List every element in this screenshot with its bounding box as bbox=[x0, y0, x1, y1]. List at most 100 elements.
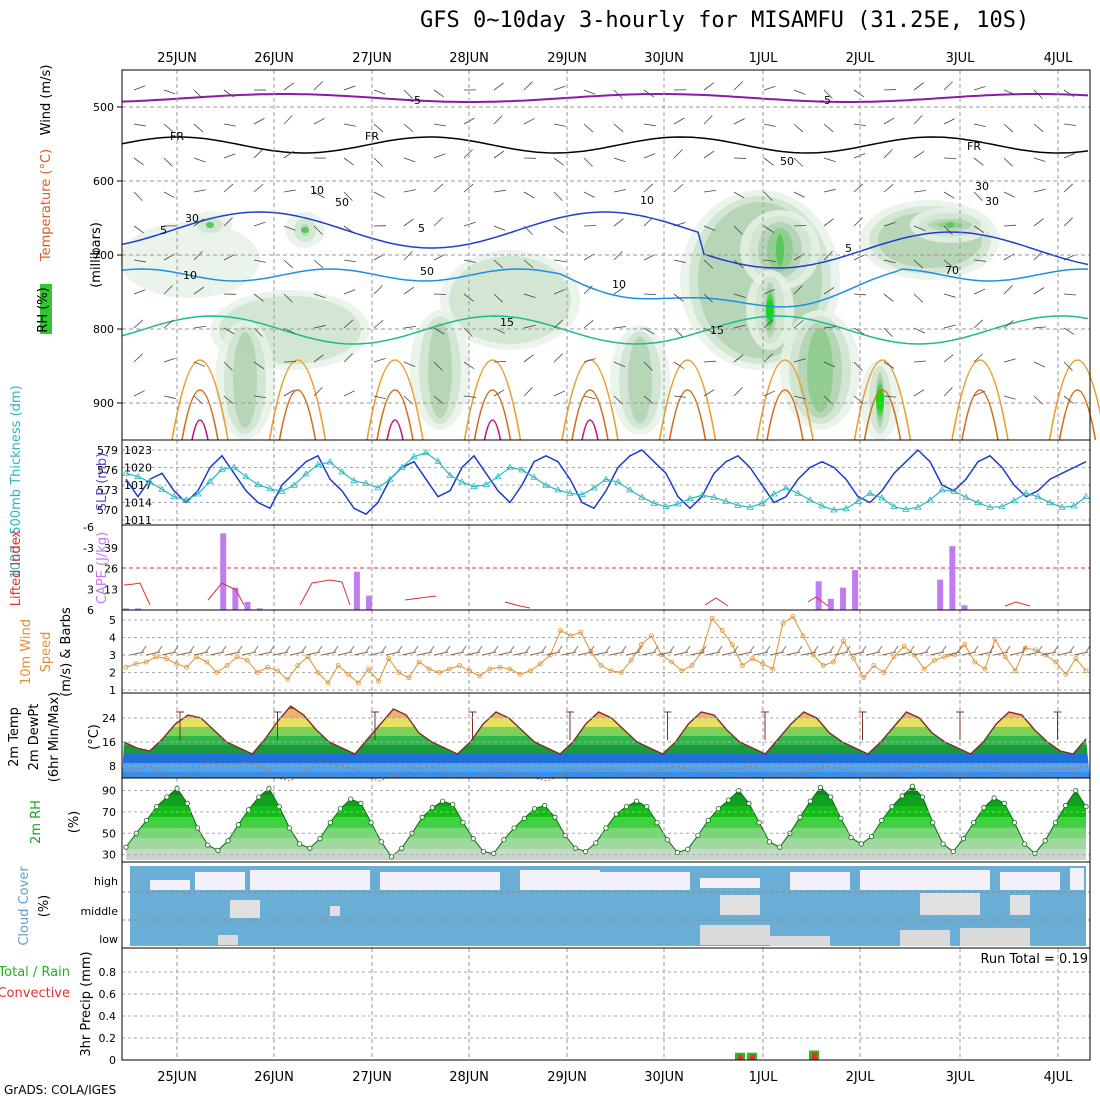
surface-wind-barb-flag bbox=[957, 645, 963, 653]
surface-wind-barb bbox=[1025, 651, 1041, 656]
wind-barb bbox=[1063, 152, 1076, 159]
ylabel-2m-rh: 2m RH bbox=[29, 800, 44, 844]
contour-label: 5 bbox=[418, 222, 425, 235]
wind-barb bbox=[763, 85, 776, 91]
surface-wind-barb bbox=[433, 651, 449, 656]
surface-wind-barb bbox=[977, 651, 993, 656]
wind-speed-marker bbox=[184, 664, 190, 670]
wind-speed-marker bbox=[1012, 668, 1018, 674]
wind-barb bbox=[313, 225, 323, 235]
wind-speed-marker bbox=[770, 666, 776, 672]
thickness-marker bbox=[698, 491, 706, 498]
surface-wind-barb-flag bbox=[269, 645, 275, 653]
precip-tick-label: 0.4 bbox=[99, 1010, 117, 1023]
wind-barb bbox=[313, 293, 326, 299]
surface-wind-barb-flag bbox=[461, 645, 467, 653]
ylabel-2m-temp: 2m Temp bbox=[7, 707, 22, 767]
wind-barb bbox=[943, 191, 955, 199]
wind-barb bbox=[433, 395, 444, 404]
thickness-marker bbox=[542, 481, 550, 488]
li-tick-label: -3 bbox=[83, 542, 94, 555]
wind-barb bbox=[793, 395, 806, 400]
wind-barb bbox=[403, 361, 416, 367]
wind-barb bbox=[1033, 287, 1045, 295]
wind-barb bbox=[943, 259, 954, 268]
contour-label: 30 bbox=[975, 180, 989, 193]
thickness-marker bbox=[134, 472, 142, 480]
wind-barb bbox=[493, 259, 504, 269]
li-tick-label: 6 bbox=[87, 604, 94, 617]
date-label-bottom: 29JUN bbox=[547, 1070, 587, 1085]
ylabel-speed: Speed bbox=[39, 632, 54, 673]
wind-barb bbox=[433, 183, 444, 193]
wind-barb bbox=[253, 259, 266, 263]
thickness-marker bbox=[722, 497, 730, 504]
li-line bbox=[1004, 601, 1031, 607]
wind-barb bbox=[433, 254, 445, 261]
wind-barb bbox=[193, 157, 206, 163]
wind-barb bbox=[823, 326, 836, 329]
thickness-marker bbox=[926, 496, 934, 503]
wind-barb bbox=[1063, 254, 1076, 261]
contour-label: 15 bbox=[500, 316, 514, 329]
rh-marker bbox=[664, 837, 670, 843]
thickness-marker bbox=[482, 480, 490, 488]
wind-barb bbox=[133, 157, 144, 166]
wind-barb bbox=[523, 387, 533, 397]
surface-wind-barb-flag bbox=[621, 645, 627, 653]
wind-barb bbox=[493, 189, 506, 193]
thickness-marker bbox=[602, 475, 610, 482]
y-tick-label: 800 bbox=[93, 323, 114, 336]
wind-barb bbox=[733, 191, 745, 199]
wind-barb bbox=[343, 157, 354, 166]
wind-speed-marker bbox=[881, 670, 887, 675]
ylabel-temp-unit: (°C) bbox=[87, 724, 102, 750]
wind-barb bbox=[793, 358, 806, 363]
contour-label: 50 bbox=[335, 196, 349, 209]
wind-barb bbox=[463, 259, 476, 263]
cape-bar bbox=[256, 608, 263, 610]
wind-barb bbox=[223, 395, 234, 405]
ylabel-wind: Wind (m/s) bbox=[39, 65, 54, 136]
wind-barb bbox=[973, 390, 986, 397]
surface-wind-barb-flag bbox=[205, 645, 211, 653]
wind-barb bbox=[223, 183, 234, 193]
cloud-middle bbox=[920, 893, 980, 915]
wind-barb bbox=[673, 259, 686, 264]
wind-barb bbox=[553, 259, 566, 263]
surface-wind-barb bbox=[305, 651, 321, 656]
wind-barb bbox=[763, 319, 774, 329]
thickness-marker bbox=[194, 490, 202, 497]
rh-marker bbox=[388, 854, 395, 860]
wind-speed-marker bbox=[851, 656, 856, 661]
date-label-top: 2JUL bbox=[846, 51, 876, 66]
wind-speed-marker bbox=[942, 654, 947, 660]
cloud-high bbox=[150, 880, 190, 890]
wind-barb bbox=[1003, 320, 1014, 329]
rh-band bbox=[126, 827, 1086, 839]
surface-wind-barb-flag bbox=[189, 645, 195, 653]
thickness-marker bbox=[206, 477, 214, 484]
wind-speed-marker bbox=[1033, 647, 1038, 653]
surface-wind-barb bbox=[289, 651, 305, 656]
isotherm-minus5 bbox=[121, 93, 1089, 103]
date-label-bottom: 4JUL bbox=[1044, 1070, 1074, 1085]
date-label-bottom: 3JUL bbox=[946, 1070, 976, 1085]
warm-contour bbox=[853, 359, 912, 441]
wind-barb bbox=[223, 217, 233, 227]
thickness-marker bbox=[1058, 503, 1066, 510]
rh-marker bbox=[511, 825, 517, 831]
warm-contour bbox=[171, 359, 229, 441]
wind-speed-marker bbox=[164, 656, 169, 661]
surface-wind-barb-flag bbox=[285, 645, 291, 653]
wind-speed-marker bbox=[295, 663, 301, 668]
wind-speed-marker bbox=[265, 664, 270, 670]
ylabel-barbs: (m/s) & Barbs bbox=[59, 607, 74, 697]
wind-speed-marker bbox=[578, 629, 584, 635]
wind-barb bbox=[253, 361, 265, 370]
wind-barb bbox=[463, 149, 473, 159]
wind-speed-marker bbox=[649, 633, 654, 639]
cape-bar bbox=[244, 602, 251, 610]
rh-marker bbox=[940, 841, 946, 847]
